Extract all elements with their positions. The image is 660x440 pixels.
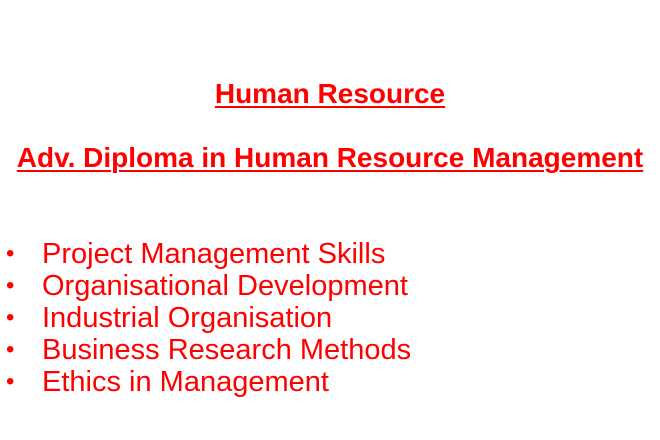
bullet-icon: • xyxy=(6,272,15,299)
slide-subtitle: Adv. Diploma in Human Resource Managemen… xyxy=(16,142,644,173)
list-item: • Business Research Methods xyxy=(0,334,660,366)
slide-title: Human Resource xyxy=(214,78,446,109)
course-list: • Project Management Skills • Organisationa… xyxy=(0,238,660,398)
list-item-text: Organisational Development xyxy=(42,270,408,302)
list-item: • Ethics in Management xyxy=(0,366,660,398)
list-item-text: Business Research Methods xyxy=(42,334,412,366)
bullet-icon: • xyxy=(6,336,15,363)
list-item: • Project Management Skills xyxy=(0,238,660,270)
list-item-text: Ethics in Management xyxy=(42,366,329,398)
bullet-icon: • xyxy=(6,304,15,331)
list-item-text: Industrial Organisation xyxy=(42,302,333,334)
list-item-text: Project Management Skills xyxy=(42,238,386,270)
list-item: • Industrial Organisation xyxy=(0,302,660,334)
bullet-icon: • xyxy=(6,368,15,395)
bullet-icon: • xyxy=(6,240,15,267)
list-item: • Organisational Development xyxy=(0,270,660,302)
